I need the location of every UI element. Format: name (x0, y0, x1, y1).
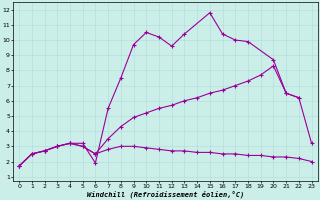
X-axis label: Windchill (Refroidissement éolien,°C): Windchill (Refroidissement éolien,°C) (87, 190, 244, 198)
